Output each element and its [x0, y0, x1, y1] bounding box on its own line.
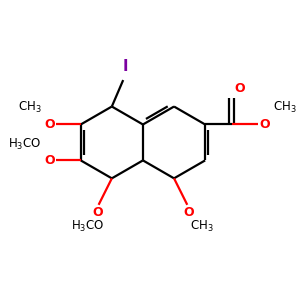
Text: H$_3$CO: H$_3$CO: [70, 219, 104, 234]
Text: O: O: [45, 118, 55, 131]
Text: O: O: [183, 206, 194, 219]
Text: O: O: [45, 154, 55, 167]
Text: CH$_3$: CH$_3$: [190, 219, 213, 234]
Text: O: O: [259, 118, 270, 131]
Text: CH$_3$: CH$_3$: [273, 100, 297, 115]
Text: I: I: [122, 59, 128, 74]
Text: O: O: [234, 82, 245, 95]
Text: CH$_3$: CH$_3$: [18, 100, 42, 115]
Text: H$_3$CO: H$_3$CO: [8, 137, 41, 152]
Text: O: O: [92, 206, 103, 219]
